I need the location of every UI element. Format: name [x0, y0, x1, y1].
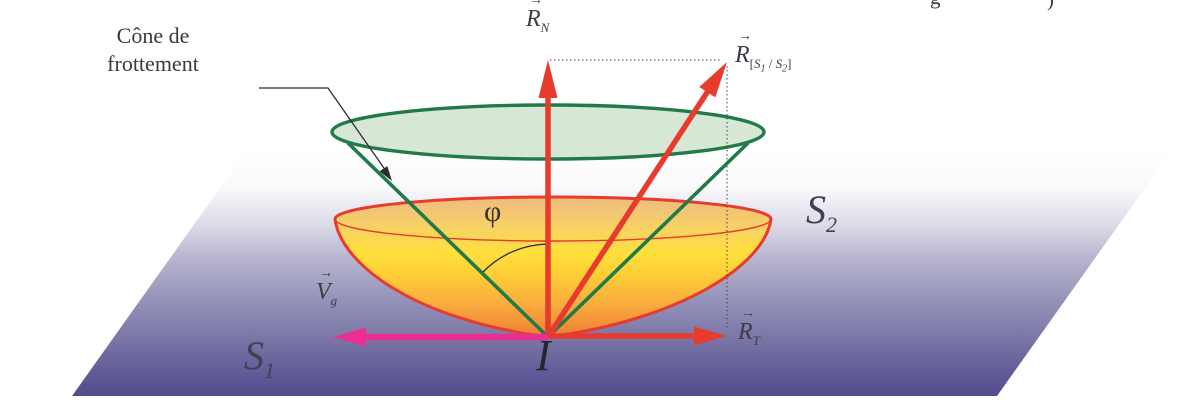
rn-arrowhead-icon: [538, 60, 558, 98]
rs1s2-arrowhead-icon: [699, 62, 727, 98]
rt-label: → RT: [738, 306, 760, 348]
rs1s2-s2: S: [775, 55, 783, 71]
rt-label-base: R: [738, 319, 753, 345]
rn-label: → RN: [526, 0, 550, 35]
rs1s2-label: → R[S1 / S2]: [735, 29, 792, 75]
phi-angle-arc: [482, 243, 549, 273]
rn-label-base: R: [526, 6, 541, 32]
rs1s2-s1: S: [754, 55, 761, 71]
contact-cone-front-rim: [334, 218, 772, 242]
cone-annotation-line2: frottement: [107, 51, 199, 76]
solid1-label-sub: 1: [264, 358, 275, 383]
friction-cone-edge-left: [346, 141, 550, 339]
vector-arrow-icon: →: [738, 29, 752, 44]
rs1s2-s1-sub: 1: [760, 63, 766, 75]
cropped-caption-fragment-right: ): [1047, 0, 1054, 12]
rt-arrowhead-icon: [694, 326, 727, 346]
rs1s2-arrow-shaft: [545, 89, 711, 339]
vector-arrow-icon: →: [741, 306, 755, 321]
solid1-label-base: S: [244, 333, 264, 378]
friction-cone-edge-right: [546, 141, 750, 339]
rs1s2-close-bracket: ]: [787, 55, 792, 71]
solid1-label: S1: [244, 332, 275, 382]
rn-label-sub: N: [540, 19, 550, 35]
rs1s2-label-base: R: [735, 42, 750, 68]
leader-arrowhead-icon: [379, 166, 392, 181]
rs1s2-open-bracket: [: [749, 55, 755, 71]
phi-label: φ: [484, 195, 502, 228]
cone-annotation: Cône de frottement: [88, 22, 218, 78]
vg-label: → Vg: [316, 266, 338, 308]
rs1s2-s2-sub: 2: [782, 63, 788, 75]
cone-annotation-line1: Cône de: [116, 23, 190, 48]
vector-arrow-icon: →: [529, 0, 543, 8]
leader-line: [259, 87, 387, 172]
rs1s2-slash: /: [765, 55, 776, 71]
solid2-label: S2: [806, 186, 837, 236]
solid2-label-sub: 2: [826, 212, 837, 237]
cropped-caption-fragment-left: g: [930, 0, 941, 10]
vg-arrowhead-icon: [333, 327, 366, 347]
vg-label-sub: g: [330, 292, 338, 308]
solid2-label-base: S: [806, 187, 826, 232]
vector-arrow-icon: →: [319, 266, 333, 281]
vg-label-base: V: [316, 279, 331, 305]
contact-point-label: I: [536, 331, 551, 380]
rt-label-sub: T: [752, 332, 760, 348]
